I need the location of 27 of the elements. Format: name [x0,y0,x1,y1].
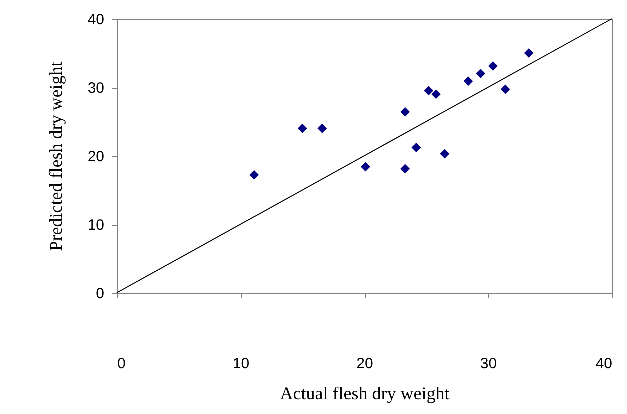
y-axis-title: Predicted flesh dry weight [46,62,66,252]
point [412,143,422,153]
point [250,170,260,180]
point [432,90,442,100]
point [424,86,434,96]
point [360,162,370,172]
point [476,69,486,79]
point [488,62,498,72]
y-tick-label: 0 [96,286,104,302]
point [318,124,328,134]
x-tick-label: 20 [356,356,374,372]
point [440,149,450,159]
point [500,84,510,94]
point [524,48,534,58]
x-tick-label: 0 [118,356,126,372]
y-tick-label: 10 [88,217,104,234]
x-axis-title: Actual flesh dry weight [280,384,450,404]
y-tick-label: 40 [88,12,104,28]
x-tick-label: 40 [596,356,612,372]
y-tick-label: 20 [88,148,104,166]
x-tick-label: 10 [232,356,250,372]
point [400,107,410,117]
x-tick-label: 30 [480,356,498,372]
point [298,124,308,134]
y-tick-label: 30 [88,80,104,97]
point [464,76,474,86]
point [400,164,410,174]
